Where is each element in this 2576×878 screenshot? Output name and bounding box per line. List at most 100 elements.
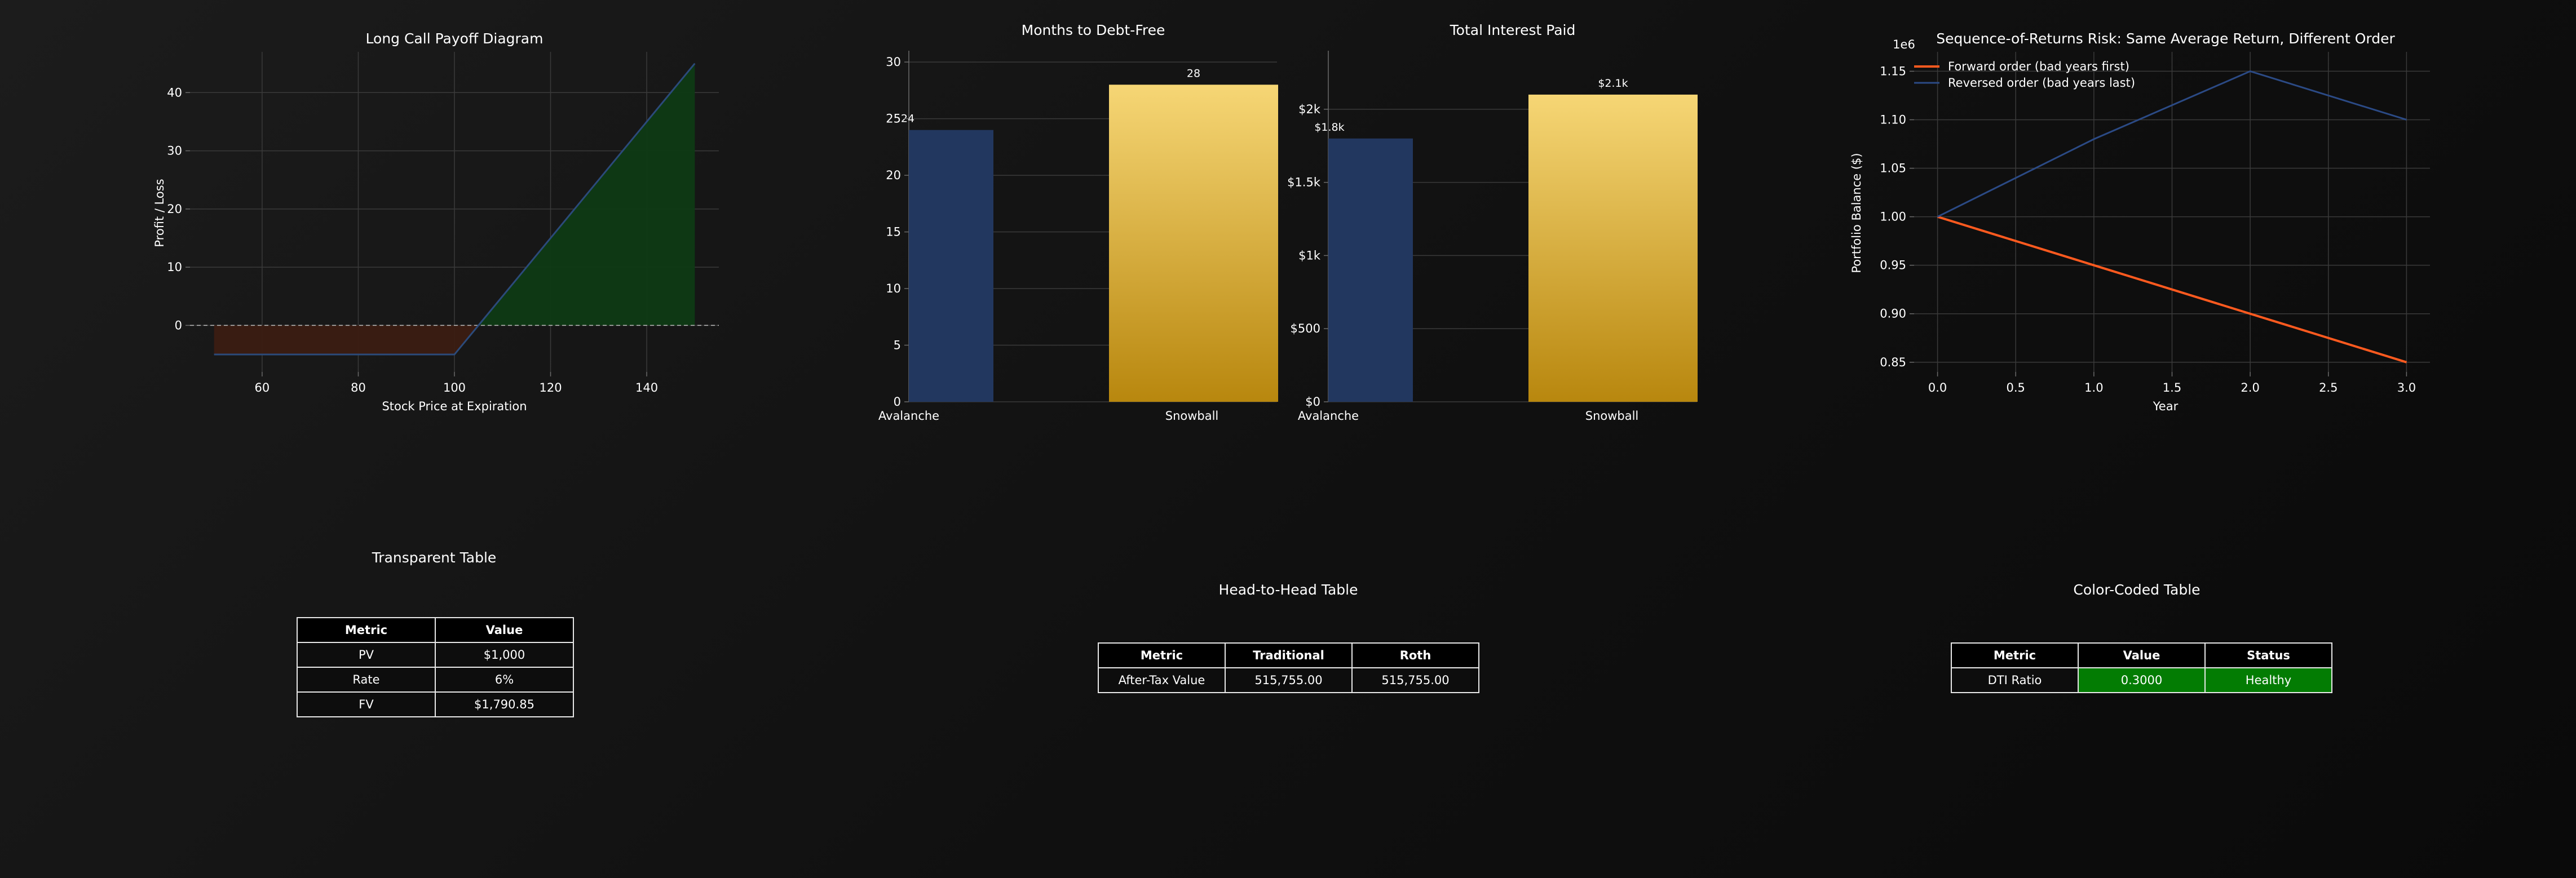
y-tick-label: 20	[886, 168, 901, 182]
cell-metric: FV	[297, 691, 436, 717]
header-metric: Metric	[1951, 642, 2079, 668]
cell-metric: PV	[297, 642, 436, 668]
cell-metric: Rate	[297, 667, 436, 693]
x-tick-label: 60	[255, 381, 270, 394]
header-metric: Metric	[1098, 642, 1226, 668]
x-tick-label: 80	[351, 381, 366, 394]
head-to-head-table-title: Head-to-Head Table	[1218, 582, 1358, 598]
y-tick-label: 0	[894, 395, 901, 409]
cell-status: Healthy	[2204, 667, 2332, 693]
y-tick-label: $1.5k	[1287, 176, 1321, 189]
y-tick-label: 5	[894, 339, 901, 352]
sequence-chart-title: Sequence-of-Returns Risk: Same Average R…	[1936, 30, 2395, 47]
cell-value: 6%	[435, 667, 574, 693]
header-metric: Metric	[297, 617, 436, 643]
y-tick-label: 25	[886, 112, 901, 126]
table-header-row: Metric Traditional Roth	[1098, 642, 1479, 668]
x-tick-label: 0.0	[1928, 381, 1947, 394]
table-header-row: Metric Value Status	[1951, 642, 2332, 668]
y-tick-label: 1.15	[1880, 64, 1906, 78]
months-y-ticks: 0 5 10 15 20 25 30	[886, 55, 909, 409]
sequence-y-axis-label: Portfolio Balance ($)	[1850, 153, 1863, 273]
header-status: Status	[2204, 642, 2332, 668]
y-tick-label: 30	[167, 144, 182, 158]
payoff-x-ticks: 60 80 100 120 140	[255, 372, 658, 394]
cell-value: $1,790.85	[435, 691, 574, 717]
transparent-table: Metric Value PV $1,000 Rate 6% FV $1,790…	[297, 617, 574, 717]
y-tick-label: 1.05	[1880, 162, 1906, 175]
interest-chart-title: Total Interest Paid	[1450, 22, 1576, 38]
color-coded-table-title: Color-Coded Table	[2073, 582, 2201, 598]
head-to-head-table: Metric Traditional Roth After-Tax Value …	[1098, 642, 1479, 693]
x-tick-label: 1.0	[2084, 381, 2103, 394]
interest-bar-avalanche	[1328, 138, 1413, 402]
x-tick-label: 140	[635, 381, 658, 394]
months-chart-title: Months to Debt-Free	[1022, 22, 1165, 38]
payoff-line	[214, 63, 696, 356]
x-tick-label: 100	[443, 381, 466, 394]
color-coded-table: Metric Value Status DTI Ratio 0.3000 Hea…	[1951, 642, 2332, 693]
header-roth: Roth	[1351, 642, 1479, 668]
cell-metric: DTI Ratio	[1951, 667, 2079, 693]
months-bar-snowball	[1109, 85, 1278, 402]
cell-roth: 515,755.00	[1351, 667, 1479, 693]
y-tick-label: $0	[1305, 395, 1320, 409]
sequence-line-forward	[1937, 215, 2407, 363]
sequence-x-axis-label: Year	[2153, 400, 2179, 413]
interest-chart: Total Interest Paid $1.8k $2.1k $0 $500 $1…	[1287, 22, 1698, 423]
table-row: PV $1,000	[297, 642, 574, 668]
sequence-line-reversed	[1937, 70, 2407, 218]
y-tick-label: 0.90	[1880, 307, 1906, 321]
sequence-legend: Forward order (bad years first) Reversed…	[1914, 60, 2135, 90]
sequence-y-ticks: 0.85 0.90 0.95 1.00 1.05 1.10 1.15	[1880, 64, 1914, 369]
months-x-tick-snowball: Snowball	[1165, 409, 1219, 423]
x-tick-label: 1.5	[2163, 381, 2181, 394]
sequence-x-ticks: 0.0 0.5 1.0 1.5 2.0 2.5 3.0	[1928, 372, 2416, 394]
payoff-loss-area	[214, 325, 479, 355]
legend-label-reversed: Reversed order (bad years last)	[1948, 76, 2135, 90]
header-value: Value	[2078, 642, 2206, 668]
cell-traditional: 515,755.00	[1225, 667, 1353, 693]
y-tick-label: $1k	[1298, 249, 1321, 262]
interest-label-avalanche: $1.8k	[1314, 121, 1344, 134]
y-tick-label: 30	[886, 55, 901, 69]
table-row: Rate 6%	[297, 667, 574, 693]
y-tick-label: 0.95	[1880, 259, 1906, 272]
x-tick-label: 0.5	[2007, 381, 2025, 394]
y-tick-label: 15	[886, 225, 901, 239]
payoff-y-ticks: 0 10 20 30 40	[167, 86, 190, 332]
legend-label-forward: Forward order (bad years first)	[1948, 60, 2129, 73]
y-tick-label: 0	[175, 318, 182, 332]
interest-label-snowball: $2.1k	[1598, 77, 1628, 90]
x-tick-label: 2.0	[2241, 381, 2259, 394]
payoff-x-axis-label: Stock Price at Expiration	[382, 400, 527, 413]
interest-x-tick-snowball: Snowball	[1585, 409, 1639, 423]
interest-x-tick-avalanche: Avalanche	[1298, 409, 1359, 423]
y-tick-label: 10	[886, 282, 901, 295]
interest-bar-snowball	[1528, 94, 1698, 402]
cell-value: $1,000	[435, 642, 574, 668]
payoff-y-axis-label: Profit / Loss	[153, 179, 166, 247]
x-tick-label: 3.0	[2397, 381, 2416, 394]
y-tick-label: 40	[167, 86, 182, 99]
y-tick-label: 1.00	[1880, 210, 1906, 224]
y-tick-label: 1.10	[1880, 113, 1906, 126]
y-tick-label: 10	[167, 260, 182, 274]
months-label-snowball: 28	[1187, 67, 1200, 79]
cell-value: 0.3000	[2078, 667, 2206, 693]
table-header-row: Metric Value	[297, 617, 574, 643]
y-tick-label: $2k	[1298, 103, 1321, 116]
months-bar-avalanche	[909, 130, 993, 402]
payoff-chart: Long Call Payoff Diagram 60 80 100 120 140 0…	[153, 30, 719, 413]
header-traditional: Traditional	[1225, 642, 1353, 668]
sequence-offset-label: 1e6	[1893, 38, 1915, 51]
sequence-chart: Sequence-of-Returns Risk: Same Average R…	[1850, 30, 2430, 413]
x-tick-label: 120	[539, 381, 562, 394]
cell-metric: After-Tax Value	[1098, 667, 1226, 693]
table-row: DTI Ratio 0.3000 Healthy	[1951, 667, 2332, 693]
table-row: After-Tax Value 515,755.00 515,755.00	[1098, 667, 1479, 693]
x-tick-label: 2.5	[2319, 381, 2338, 394]
table-row: FV $1,790.85	[297, 691, 574, 717]
y-tick-label: 0.85	[1880, 356, 1906, 369]
